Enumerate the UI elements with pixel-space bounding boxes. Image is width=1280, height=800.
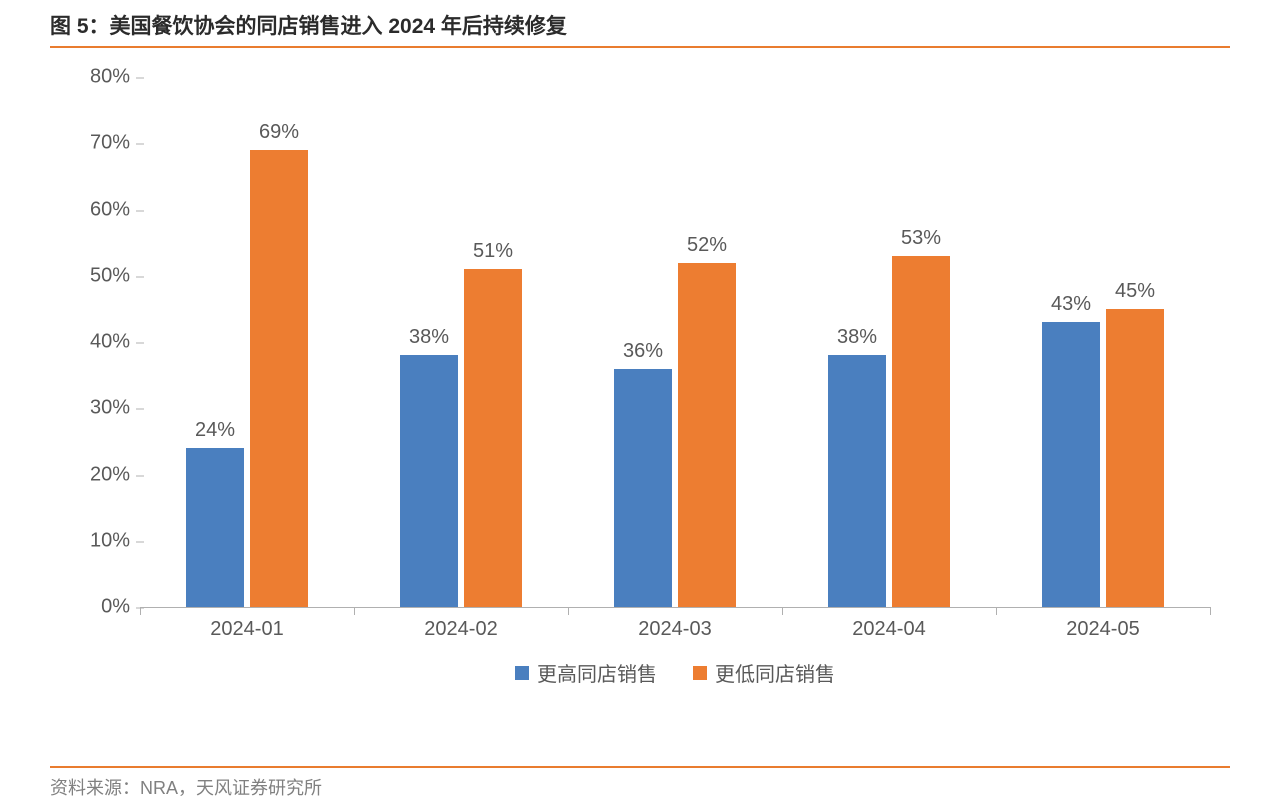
x-tick-mark (140, 607, 141, 615)
x-tick-label: 2024-01 (210, 618, 283, 641)
bar-value-label: 45% (1115, 280, 1155, 303)
bar: 38% (828, 355, 886, 607)
legend-swatch (693, 666, 707, 680)
bar: 45% (1106, 309, 1164, 607)
x-tick-label: 2024-04 (852, 618, 925, 641)
bar-value-label: 69% (259, 121, 299, 144)
x-tick-label: 2024-02 (424, 618, 497, 641)
x-tick-mark (996, 607, 997, 615)
bar: 38% (400, 355, 458, 607)
bar-value-label: 53% (901, 227, 941, 250)
plot-region: 更高同店销售更低同店销售 0%10%20%30%40%50%60%70%80%2… (140, 78, 1210, 608)
bar: 52% (678, 263, 736, 608)
y-tick-label: 70% (70, 132, 130, 155)
bar: 51% (464, 269, 522, 607)
bar: 36% (614, 369, 672, 608)
bar-value-label: 43% (1051, 293, 1091, 316)
y-tick-label: 80% (70, 66, 130, 89)
legend-label: 更低同店销售 (715, 658, 835, 687)
y-tick-label: 20% (70, 463, 130, 486)
bar: 43% (1042, 322, 1100, 607)
bar-value-label: 36% (623, 340, 663, 363)
bar: 69% (250, 150, 308, 607)
figure-container: 图 5：美国餐饮协会的同店销售进入 2024 年后持续修复 更高同店销售更低同店… (50, 10, 1230, 800)
legend-item: 更高同店销售 (515, 658, 657, 687)
y-tick-label: 50% (70, 264, 130, 287)
x-tick-mark (568, 607, 569, 615)
y-tick-label: 10% (70, 529, 130, 552)
legend-item: 更低同店销售 (693, 658, 835, 687)
x-tick-mark (782, 607, 783, 615)
source-text: 资料来源：NRA，天风证券研究所 (50, 774, 1230, 800)
x-tick-label: 2024-05 (1066, 618, 1139, 641)
y-tick-label: 40% (70, 331, 130, 354)
y-tick-label: 0% (70, 596, 130, 619)
chart-title: 图 5：美国餐饮协会的同店销售进入 2024 年后持续修复 (50, 10, 1230, 46)
bar-value-label: 38% (837, 326, 877, 349)
legend-swatch (515, 666, 529, 680)
x-tick-label: 2024-03 (638, 618, 711, 641)
y-tick-label: 30% (70, 397, 130, 420)
bottom-rule (50, 766, 1230, 768)
bar-value-label: 38% (409, 326, 449, 349)
bar: 24% (186, 448, 244, 607)
legend-label: 更高同店销售 (537, 658, 657, 687)
x-tick-mark (1210, 607, 1211, 615)
x-tick-mark (354, 607, 355, 615)
bar-value-label: 51% (473, 240, 513, 263)
bar-value-label: 52% (687, 234, 727, 257)
y-tick-label: 60% (70, 198, 130, 221)
chart-area: 更高同店销售更低同店销售 0%10%20%30%40%50%60%70%80%2… (50, 58, 1230, 668)
top-rule (50, 46, 1230, 48)
bar-value-label: 24% (195, 419, 235, 442)
bar: 53% (892, 256, 950, 607)
legend: 更高同店销售 更低同店销售 (140, 658, 1210, 687)
